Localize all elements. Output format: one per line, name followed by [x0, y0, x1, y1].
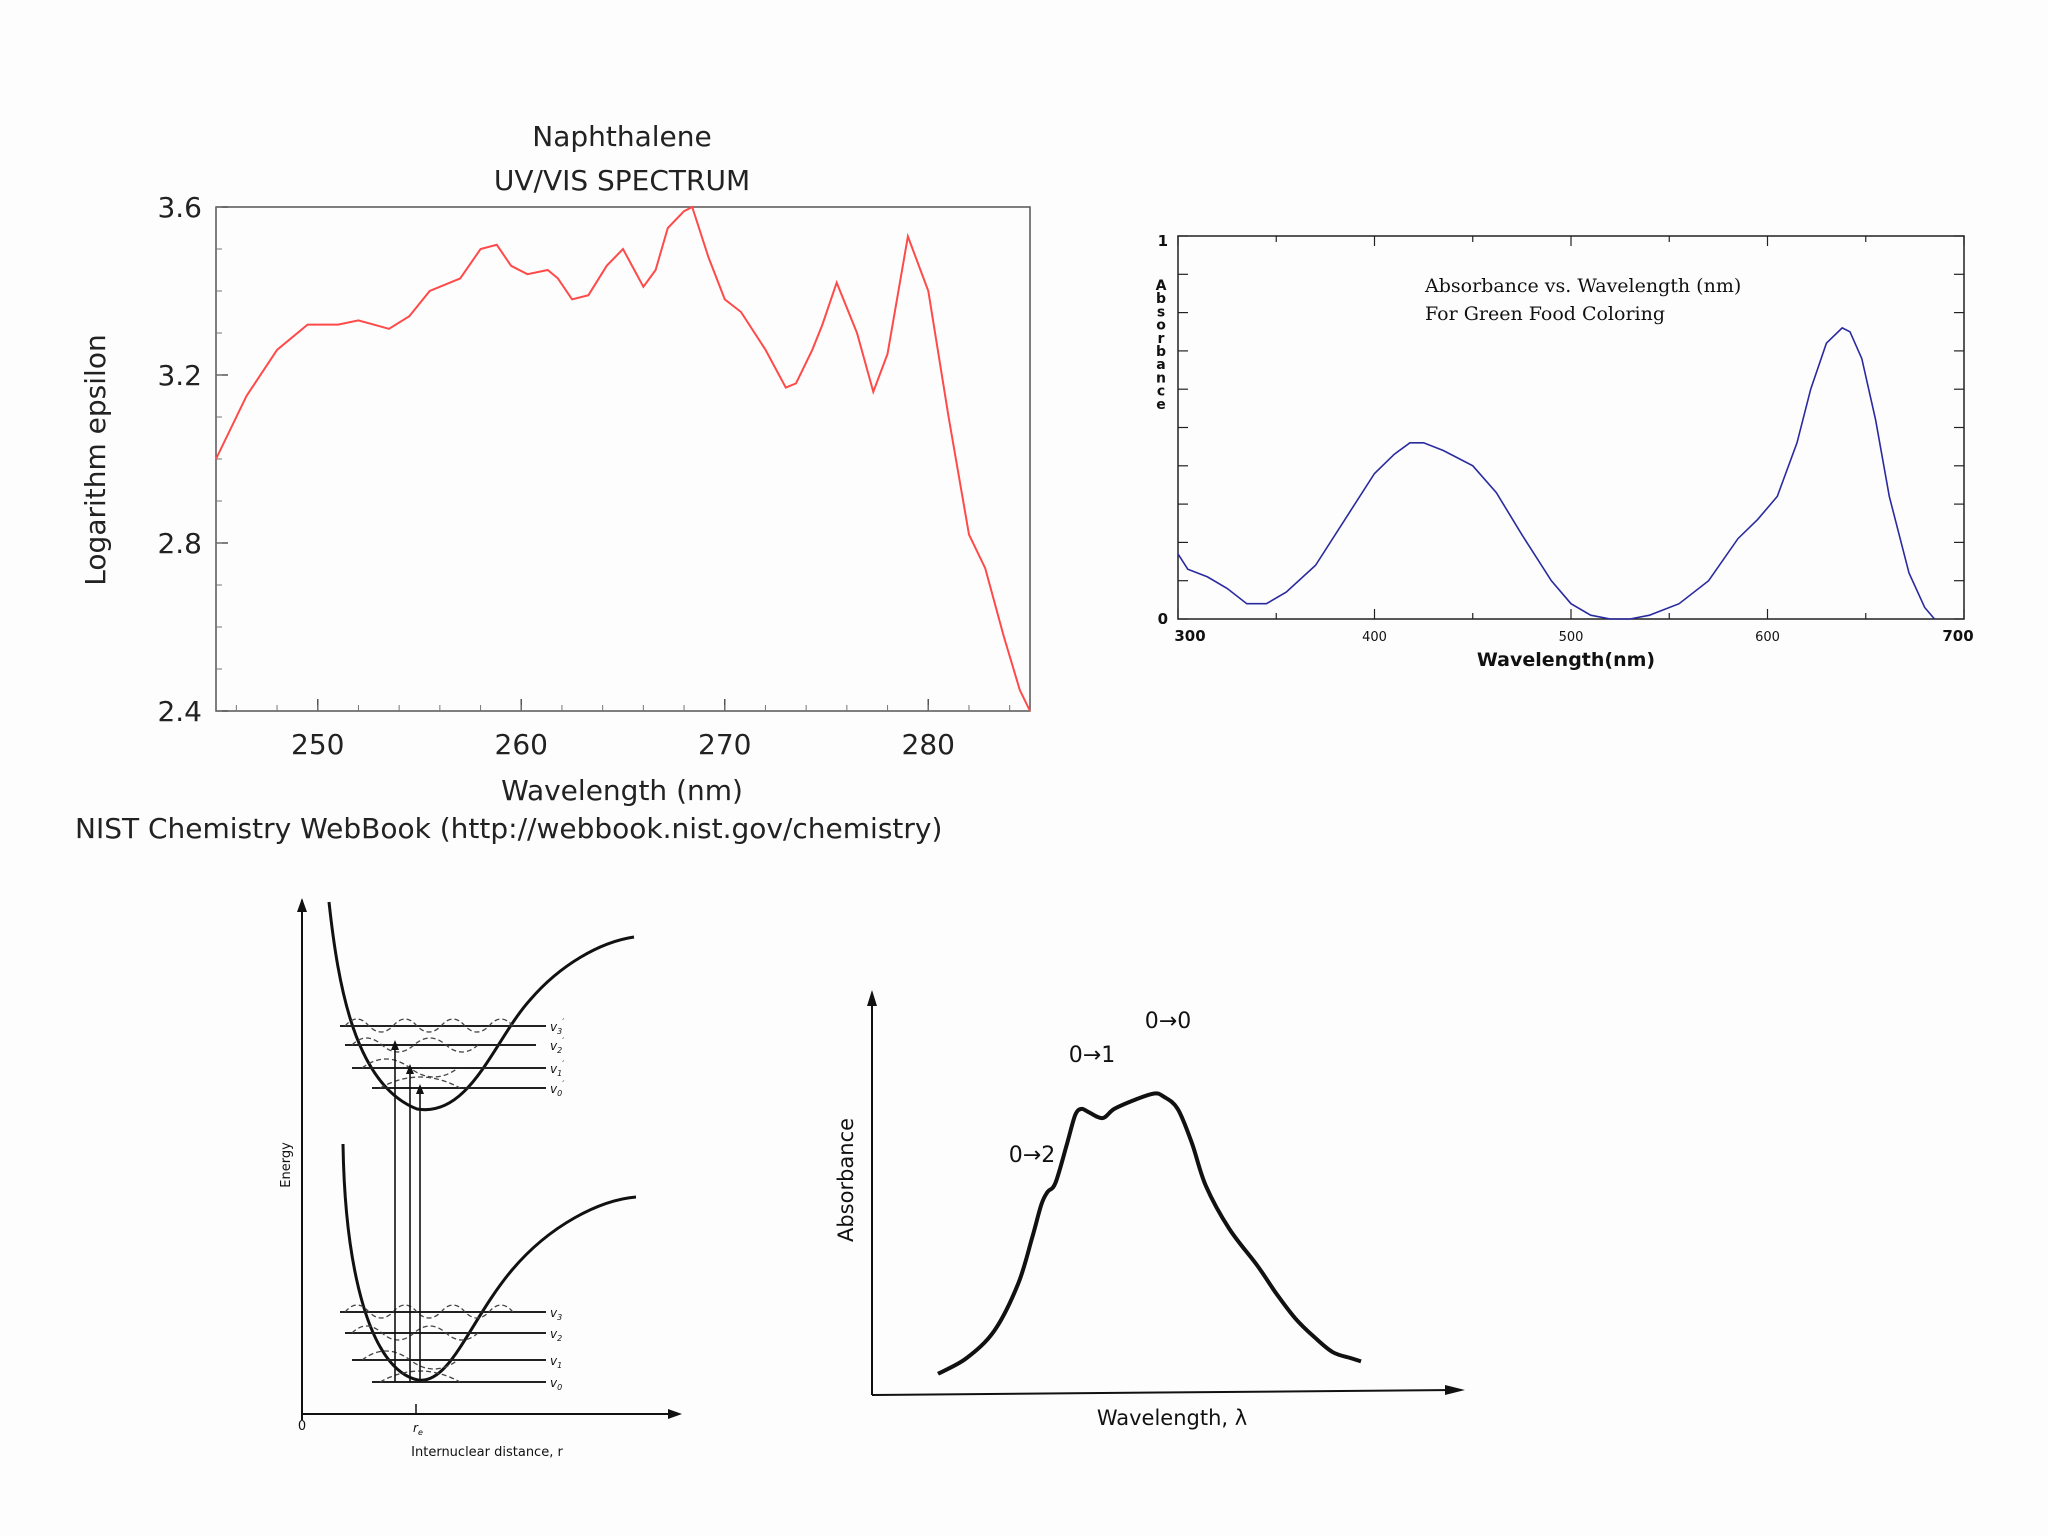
fc-transition-arrowhead-1 — [391, 1040, 399, 1050]
green-series-line — [1177, 326, 1936, 620]
vib-y-axis-label: Absorbance — [834, 1118, 858, 1242]
fc-upper-wavefunction-2 — [351, 1037, 479, 1053]
naphthalene-ytick-label: 2.4 — [157, 695, 202, 728]
green-ytick-label-1: 1 — [1158, 232, 1168, 250]
green-ylabel-letter: r — [1158, 331, 1165, 347]
green-title-line1: Absorbance vs. Wavelength (nm) — [1424, 275, 1741, 297]
naphthalene-ytick-label: 3.6 — [157, 191, 202, 224]
green-xtick-label: 500 — [1559, 630, 1584, 645]
naphthalene-ytick-label: 2.8 — [157, 527, 202, 560]
naphthalene-xtick-label: 260 — [495, 728, 548, 761]
fc-distance-axis-arrow — [668, 1409, 682, 1419]
green-ylabel-letter: e — [1156, 397, 1166, 413]
green-title-line2: For Green Food Coloring — [1425, 303, 1665, 325]
fc-lower-level-label: v3 — [550, 1306, 562, 1322]
fc-lower-potential-curve — [341, 1143, 637, 1382]
naphthalene-x-axis-label: Wavelength (nm) — [501, 774, 743, 807]
green-ylabel-letter: b — [1156, 344, 1166, 360]
fc-upper-wavefunction-3 — [344, 1018, 514, 1033]
vib-y-axis-arrow — [867, 990, 877, 1006]
fc-lower-wavefunction-2 — [351, 1325, 479, 1341]
fc-lower-level-labels: v3 v2 v1 v0 — [550, 1306, 562, 1392]
green-xtick-label: 400 — [1362, 630, 1387, 645]
naphthalene-series-line — [215, 205, 1031, 712]
franck-condon-diagram: Energy 0 Internuclear distance, r re — [279, 898, 682, 1460]
fc-re-subscript: e — [418, 1428, 423, 1437]
fc-energy-label: Energy — [279, 1142, 294, 1188]
green-ylabel-letter: n — [1156, 370, 1166, 386]
fc-upper-level-label: v1′ — [550, 1060, 564, 1078]
green-xtick-label: 600 — [1755, 630, 1780, 645]
green-ylabel-letter: c — [1157, 384, 1165, 400]
naphthalene-source-note: NIST Chemistry WebBook (http://webbook.n… — [75, 812, 942, 845]
vibronic-absorbance-chart: Absorbance Wavelength, λ 0→0 0→1 0→2 — [834, 990, 1465, 1430]
fc-lower-wavefunction-3 — [344, 1304, 514, 1319]
naphthalene-xtick-label: 270 — [698, 728, 751, 761]
fc-origin-label: 0 — [298, 1419, 306, 1434]
fc-upper-potential-curve — [327, 901, 635, 1112]
fc-re-symbol: r — [413, 1421, 419, 1435]
green-x-axis-label: Wavelength(nm) — [1477, 649, 1655, 671]
vib-x-axis — [871, 1389, 1456, 1396]
fc-upper-level-label: v3′ — [550, 1018, 564, 1036]
fc-distance-label: Internuclear distance, r — [411, 1445, 563, 1460]
green-ticks: 0 1 300 400 500 600 700 — [1158, 232, 1974, 645]
green-ylabel-letter: s — [1157, 304, 1165, 320]
green-ylabel-letter: b — [1156, 291, 1166, 307]
fc-upper-wavefunction-0 — [379, 1076, 461, 1089]
vib-annotation-0-1: 0→1 — [1069, 1043, 1115, 1068]
fc-transition-arrowhead-2 — [406, 1064, 414, 1074]
fc-upper-level-label: v0′ — [550, 1080, 564, 1098]
naphthalene-title-line2: UV/VIS SPECTRUM — [494, 164, 750, 197]
naphthalene-xtick-label: 280 — [902, 728, 955, 761]
green-xtick-label: 700 — [1942, 627, 1973, 645]
naphthalene-y-axis-label: Logarithm epsilon — [79, 334, 112, 585]
fc-energy-axis-arrow — [297, 898, 307, 912]
naphthalene-xtick-label: 250 — [291, 728, 344, 761]
green-ylabel-letter: a — [1156, 357, 1165, 373]
vib-x-axis-arrow — [1445, 1385, 1465, 1395]
green-food-coloring-chart: 0 1 300 400 500 600 700 Absorbance vs. Wavelen… — [1156, 232, 1974, 671]
green-ytick-label-0: 0 — [1158, 610, 1168, 628]
fc-upper-level-labels: v3′v2′ v1′ v0′ — [550, 1018, 564, 1098]
fc-lower-level-label: v0 — [550, 1376, 562, 1392]
green-ylabel-letter: o — [1156, 318, 1166, 334]
naphthalene-chart: Naphthalene UV/VIS SPECTRUM 2.4 2.8 3.2 3.6… — [75, 120, 1031, 845]
naphthalene-plot-frame — [215, 206, 1031, 712]
fc-lower-level-label: v1 — [550, 1354, 562, 1370]
fc-re-label: re — [413, 1421, 423, 1437]
vib-absorbance-curve — [937, 1091, 1362, 1376]
vib-annotation-0-2: 0→2 — [1009, 1143, 1055, 1168]
green-ylabel-letter: A — [1156, 278, 1167, 294]
fc-upper-level-label: v2′ — [550, 1037, 564, 1055]
fc-transition-arrowhead-3 — [416, 1084, 424, 1094]
naphthalene-ticks: 2.4 2.8 3.2 3.6 250 260 270 280 — [157, 191, 1011, 761]
vib-x-axis-label: Wavelength, λ — [1097, 1406, 1247, 1430]
green-xtick-label: 300 — [1174, 627, 1205, 645]
naphthalene-ytick-label: 3.2 — [157, 359, 202, 392]
vib-annotation-0-0: 0→0 — [1145, 1009, 1191, 1034]
naphthalene-title-line1: Naphthalene — [532, 120, 711, 153]
fc-lower-level-label: v2 — [550, 1327, 562, 1343]
